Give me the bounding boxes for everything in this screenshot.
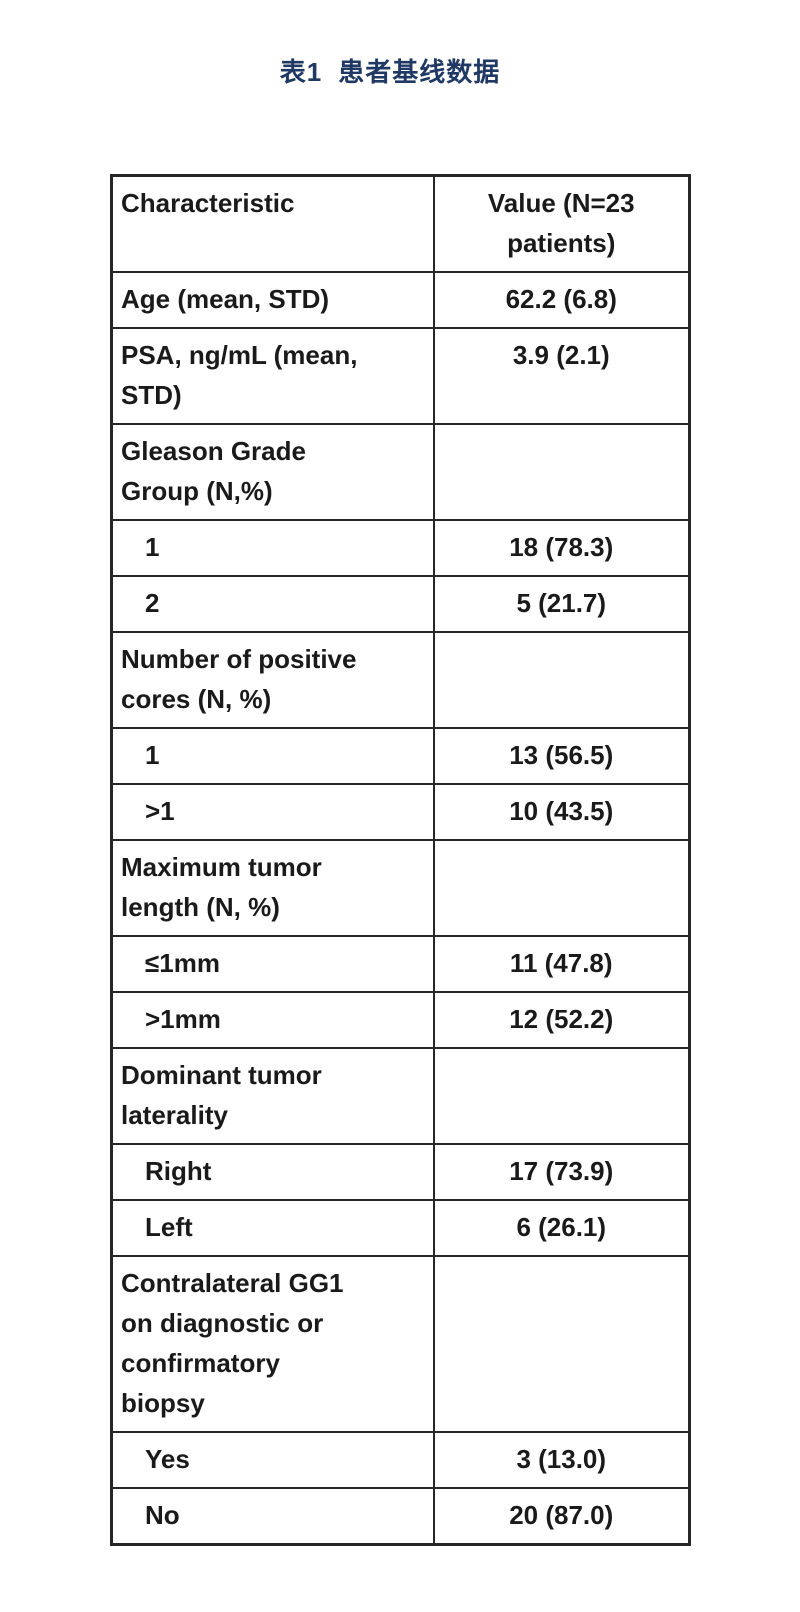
table-row: 1 13 (56.5) <box>110 727 691 785</box>
baseline-data-table: Characteristic Value (N=23 patients) Age… <box>110 174 691 1546</box>
table-row: ≤1mm 11 (47.8) <box>110 935 691 993</box>
row-label: PSA, ng/mL (mean, STD) <box>110 327 435 425</box>
row-label: Yes <box>110 1431 435 1489</box>
table-row: Dominant tumor laterality <box>110 1047 691 1145</box>
row-value <box>432 839 691 937</box>
row-value: 12 (52.2) <box>432 991 691 1049</box>
row-value: 62.2 (6.8) <box>432 271 691 329</box>
row-value <box>432 631 691 729</box>
row-value: 18 (78.3) <box>432 519 691 577</box>
table-body: Age (mean, STD) 62.2 (6.8) PSA, ng/mL (mea… <box>110 271 691 1546</box>
row-value: 6 (26.1) <box>432 1199 691 1257</box>
table-row: Yes 3 (13.0) <box>110 1431 691 1489</box>
row-label: Right <box>110 1143 435 1201</box>
row-value <box>432 1047 691 1145</box>
row-label: >1 <box>110 783 435 841</box>
row-label: Dominant tumor laterality <box>110 1047 435 1145</box>
column-header-value: Value (N=23 patients) <box>432 174 691 273</box>
table-row: Contralateral GG1 on diagnostic or confi… <box>110 1255 691 1433</box>
row-label: Left <box>110 1199 435 1257</box>
row-label: ≤1mm <box>110 935 435 993</box>
row-value: 13 (56.5) <box>432 727 691 785</box>
row-label: Maximum tumor length (N, %) <box>110 839 435 937</box>
table-row: 1 18 (78.3) <box>110 519 691 577</box>
table-row: Age (mean, STD) 62.2 (6.8) <box>110 271 691 329</box>
row-label: No <box>110 1487 435 1546</box>
row-value: 5 (21.7) <box>432 575 691 633</box>
row-value: 17 (73.9) <box>432 1143 691 1201</box>
row-value <box>432 423 691 521</box>
row-label: >1mm <box>110 991 435 1049</box>
row-label: 1 <box>110 519 435 577</box>
row-value: 20 (87.0) <box>432 1487 691 1546</box>
table-caption-text: 患者基线数据 <box>338 57 501 87</box>
table-row: Number of positive cores (N, %) <box>110 631 691 729</box>
row-value: 10 (43.5) <box>432 783 691 841</box>
table-row: No 20 (87.0) <box>110 1487 691 1546</box>
table-row: Right 17 (73.9) <box>110 1143 691 1201</box>
row-value <box>432 1255 691 1433</box>
table-caption: 表1 患者基线数据 <box>0 52 780 89</box>
table-row: Maximum tumor length (N, %) <box>110 839 691 937</box>
row-label: 2 <box>110 575 435 633</box>
row-value: 11 (47.8) <box>432 935 691 993</box>
column-header-characteristic: Characteristic <box>110 174 435 273</box>
table-header-row: Characteristic Value (N=23 patients) <box>110 174 691 273</box>
row-label: 1 <box>110 727 435 785</box>
table-row: Gleason Grade Group (N,%) <box>110 423 691 521</box>
table-row: >1mm 12 (52.2) <box>110 991 691 1049</box>
row-label: Contralateral GG1 on diagnostic or confi… <box>110 1255 435 1433</box>
table-row: Left 6 (26.1) <box>110 1199 691 1257</box>
table-caption-number: 表1 <box>279 57 323 87</box>
row-label: Gleason Grade Group (N,%) <box>110 423 435 521</box>
table-row: PSA, ng/mL (mean, STD) 3.9 (2.1) <box>110 327 691 425</box>
row-label: Age (mean, STD) <box>110 271 435 329</box>
row-label: Number of positive cores (N, %) <box>110 631 435 729</box>
row-value: 3.9 (2.1) <box>432 327 691 425</box>
row-value: 3 (13.0) <box>432 1431 691 1489</box>
table-row: >1 10 (43.5) <box>110 783 691 841</box>
